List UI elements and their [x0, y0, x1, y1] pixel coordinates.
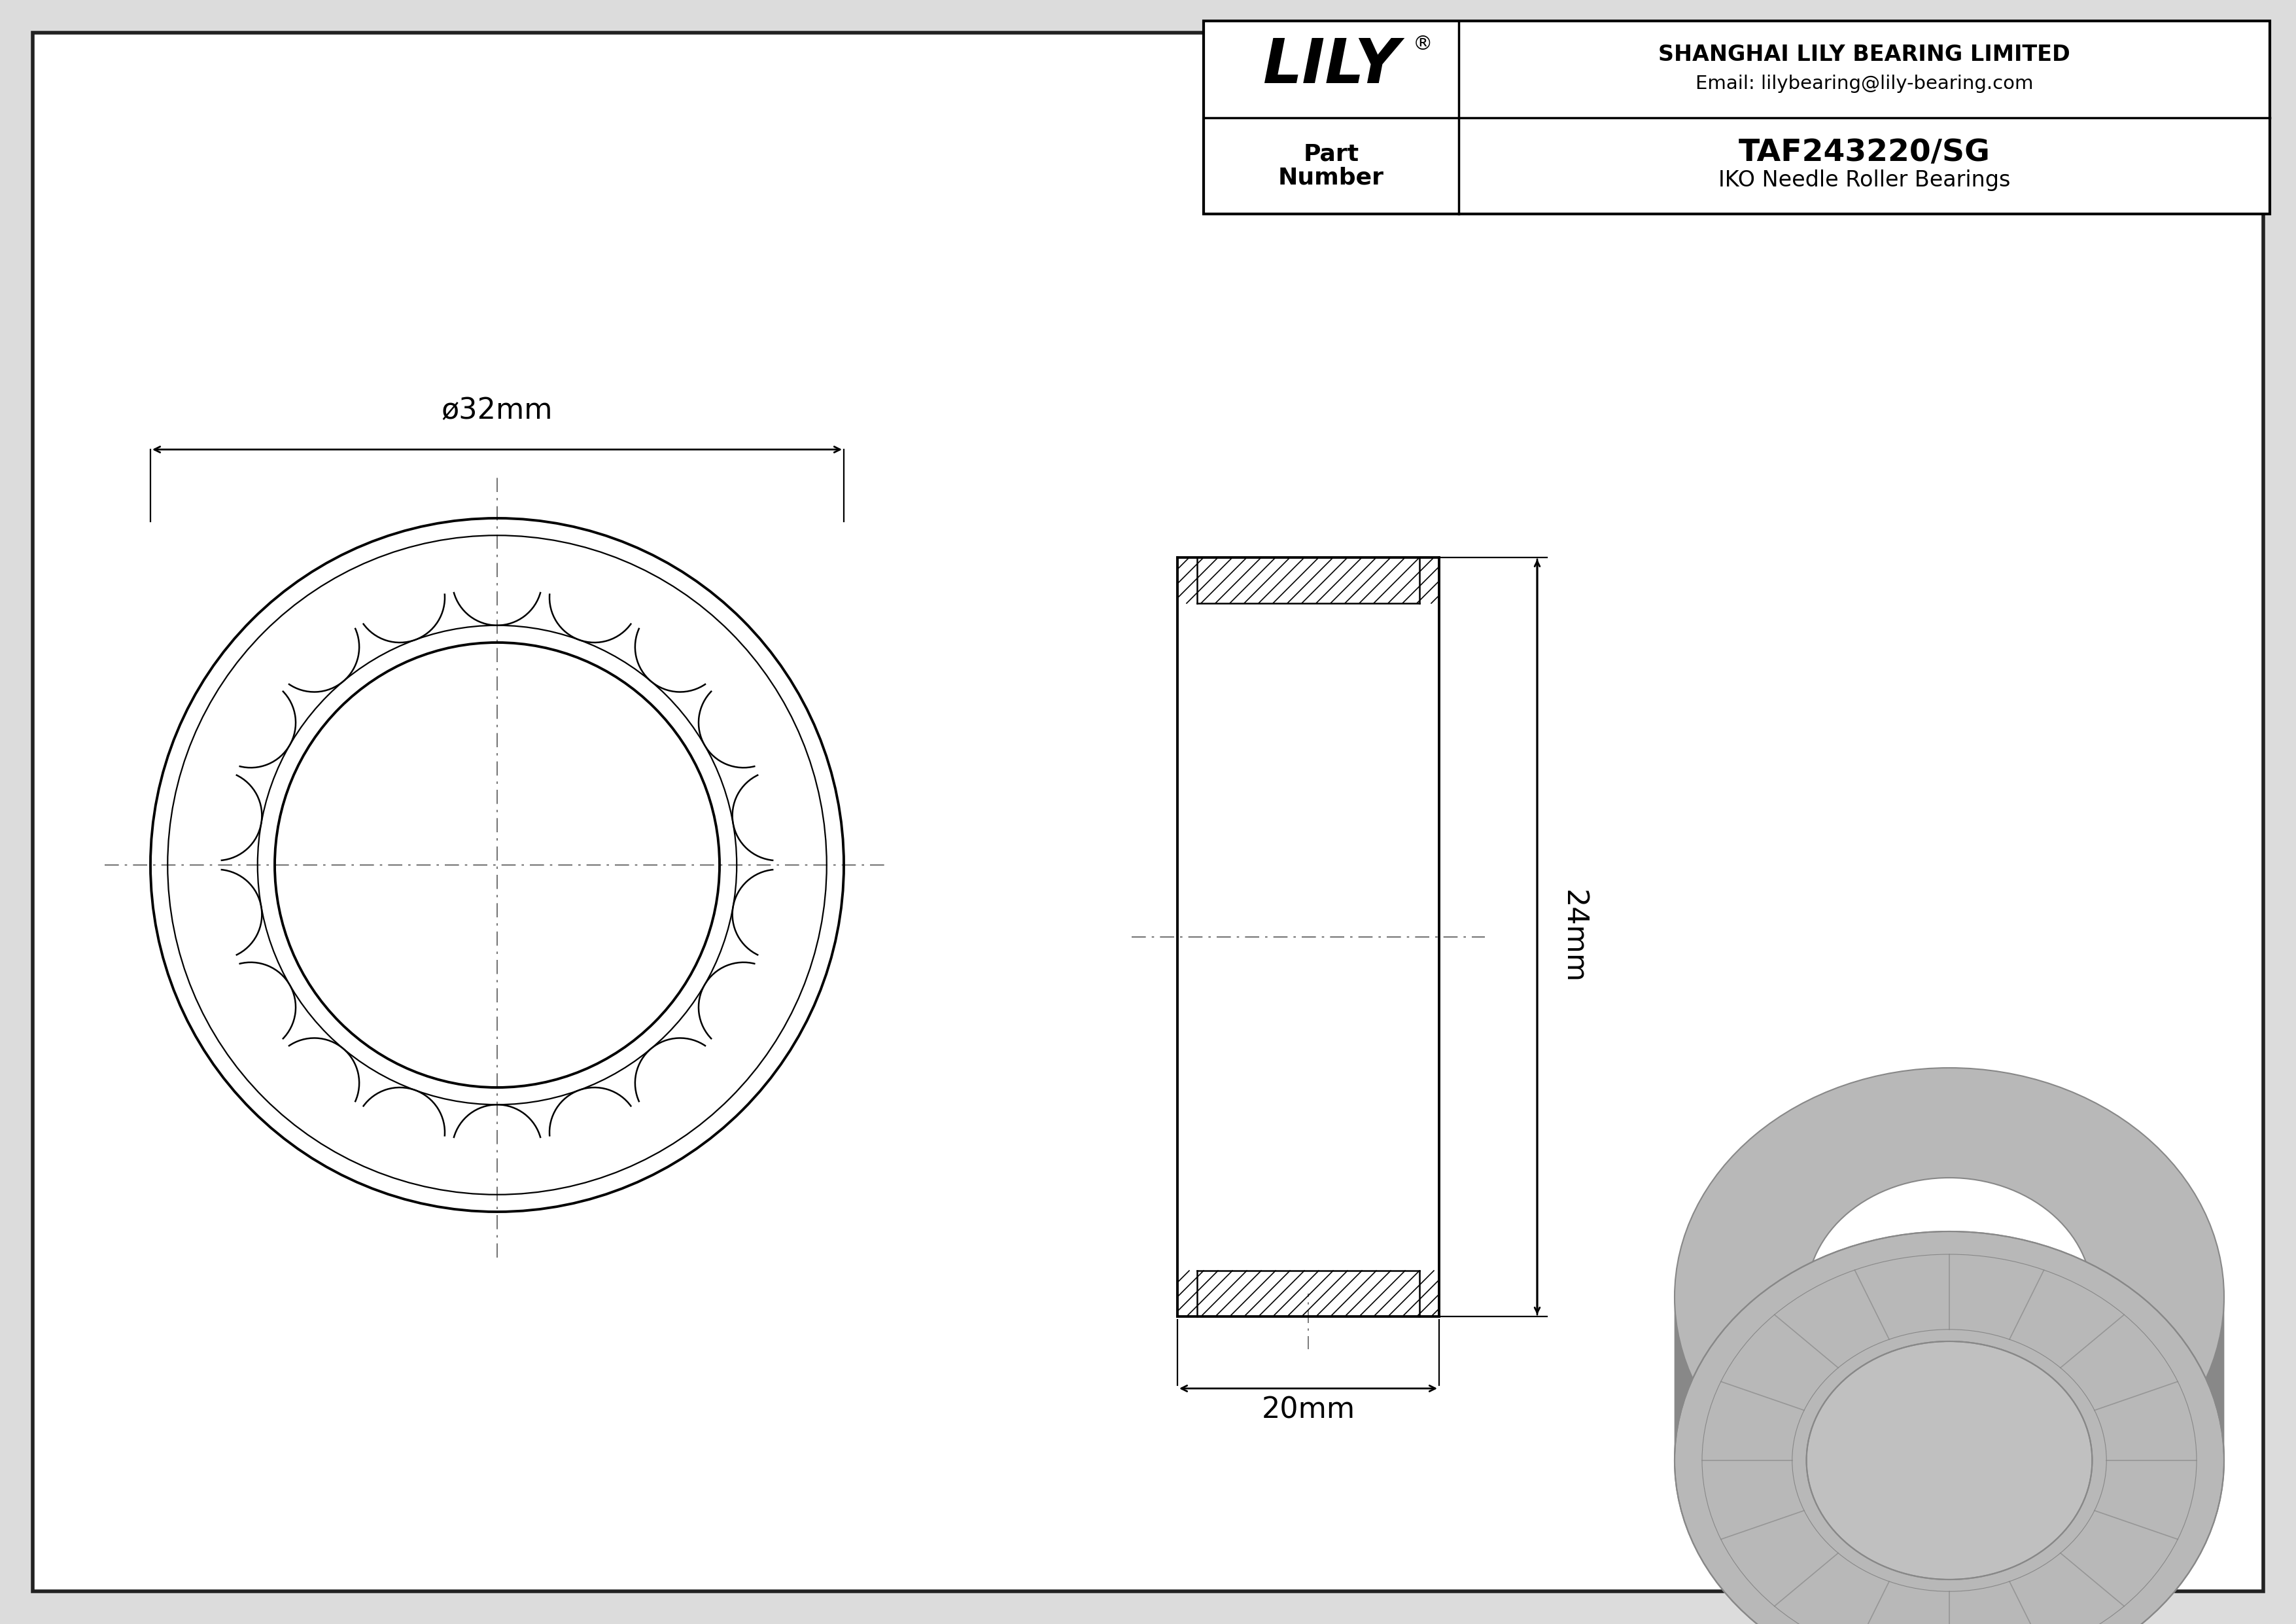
- Ellipse shape: [1674, 1069, 2225, 1527]
- Text: IKO Needle Roller Bearings: IKO Needle Roller Bearings: [1717, 169, 2011, 192]
- Text: ø32mm: ø32mm: [441, 396, 553, 424]
- Text: Email: lilybearing@lily-bearing.com: Email: lilybearing@lily-bearing.com: [1694, 75, 2034, 93]
- Ellipse shape: [1674, 1231, 2225, 1624]
- Text: Part: Part: [1304, 143, 1359, 166]
- Text: Number: Number: [1279, 166, 1384, 188]
- Text: 20mm: 20mm: [1261, 1397, 1355, 1424]
- Ellipse shape: [1807, 1341, 2092, 1580]
- Ellipse shape: [1807, 1177, 2092, 1416]
- Text: TAF243220/SG: TAF243220/SG: [1738, 138, 1991, 167]
- Polygon shape: [1674, 1298, 2225, 1624]
- Text: SHANGHAI LILY BEARING LIMITED: SHANGHAI LILY BEARING LIMITED: [1658, 44, 2071, 65]
- Text: LILY: LILY: [1263, 36, 1401, 96]
- Polygon shape: [1807, 1298, 2092, 1580]
- Text: ®: ®: [1412, 34, 1433, 54]
- Text: 24mm: 24mm: [1559, 890, 1587, 984]
- Bar: [1203, 21, 2271, 214]
